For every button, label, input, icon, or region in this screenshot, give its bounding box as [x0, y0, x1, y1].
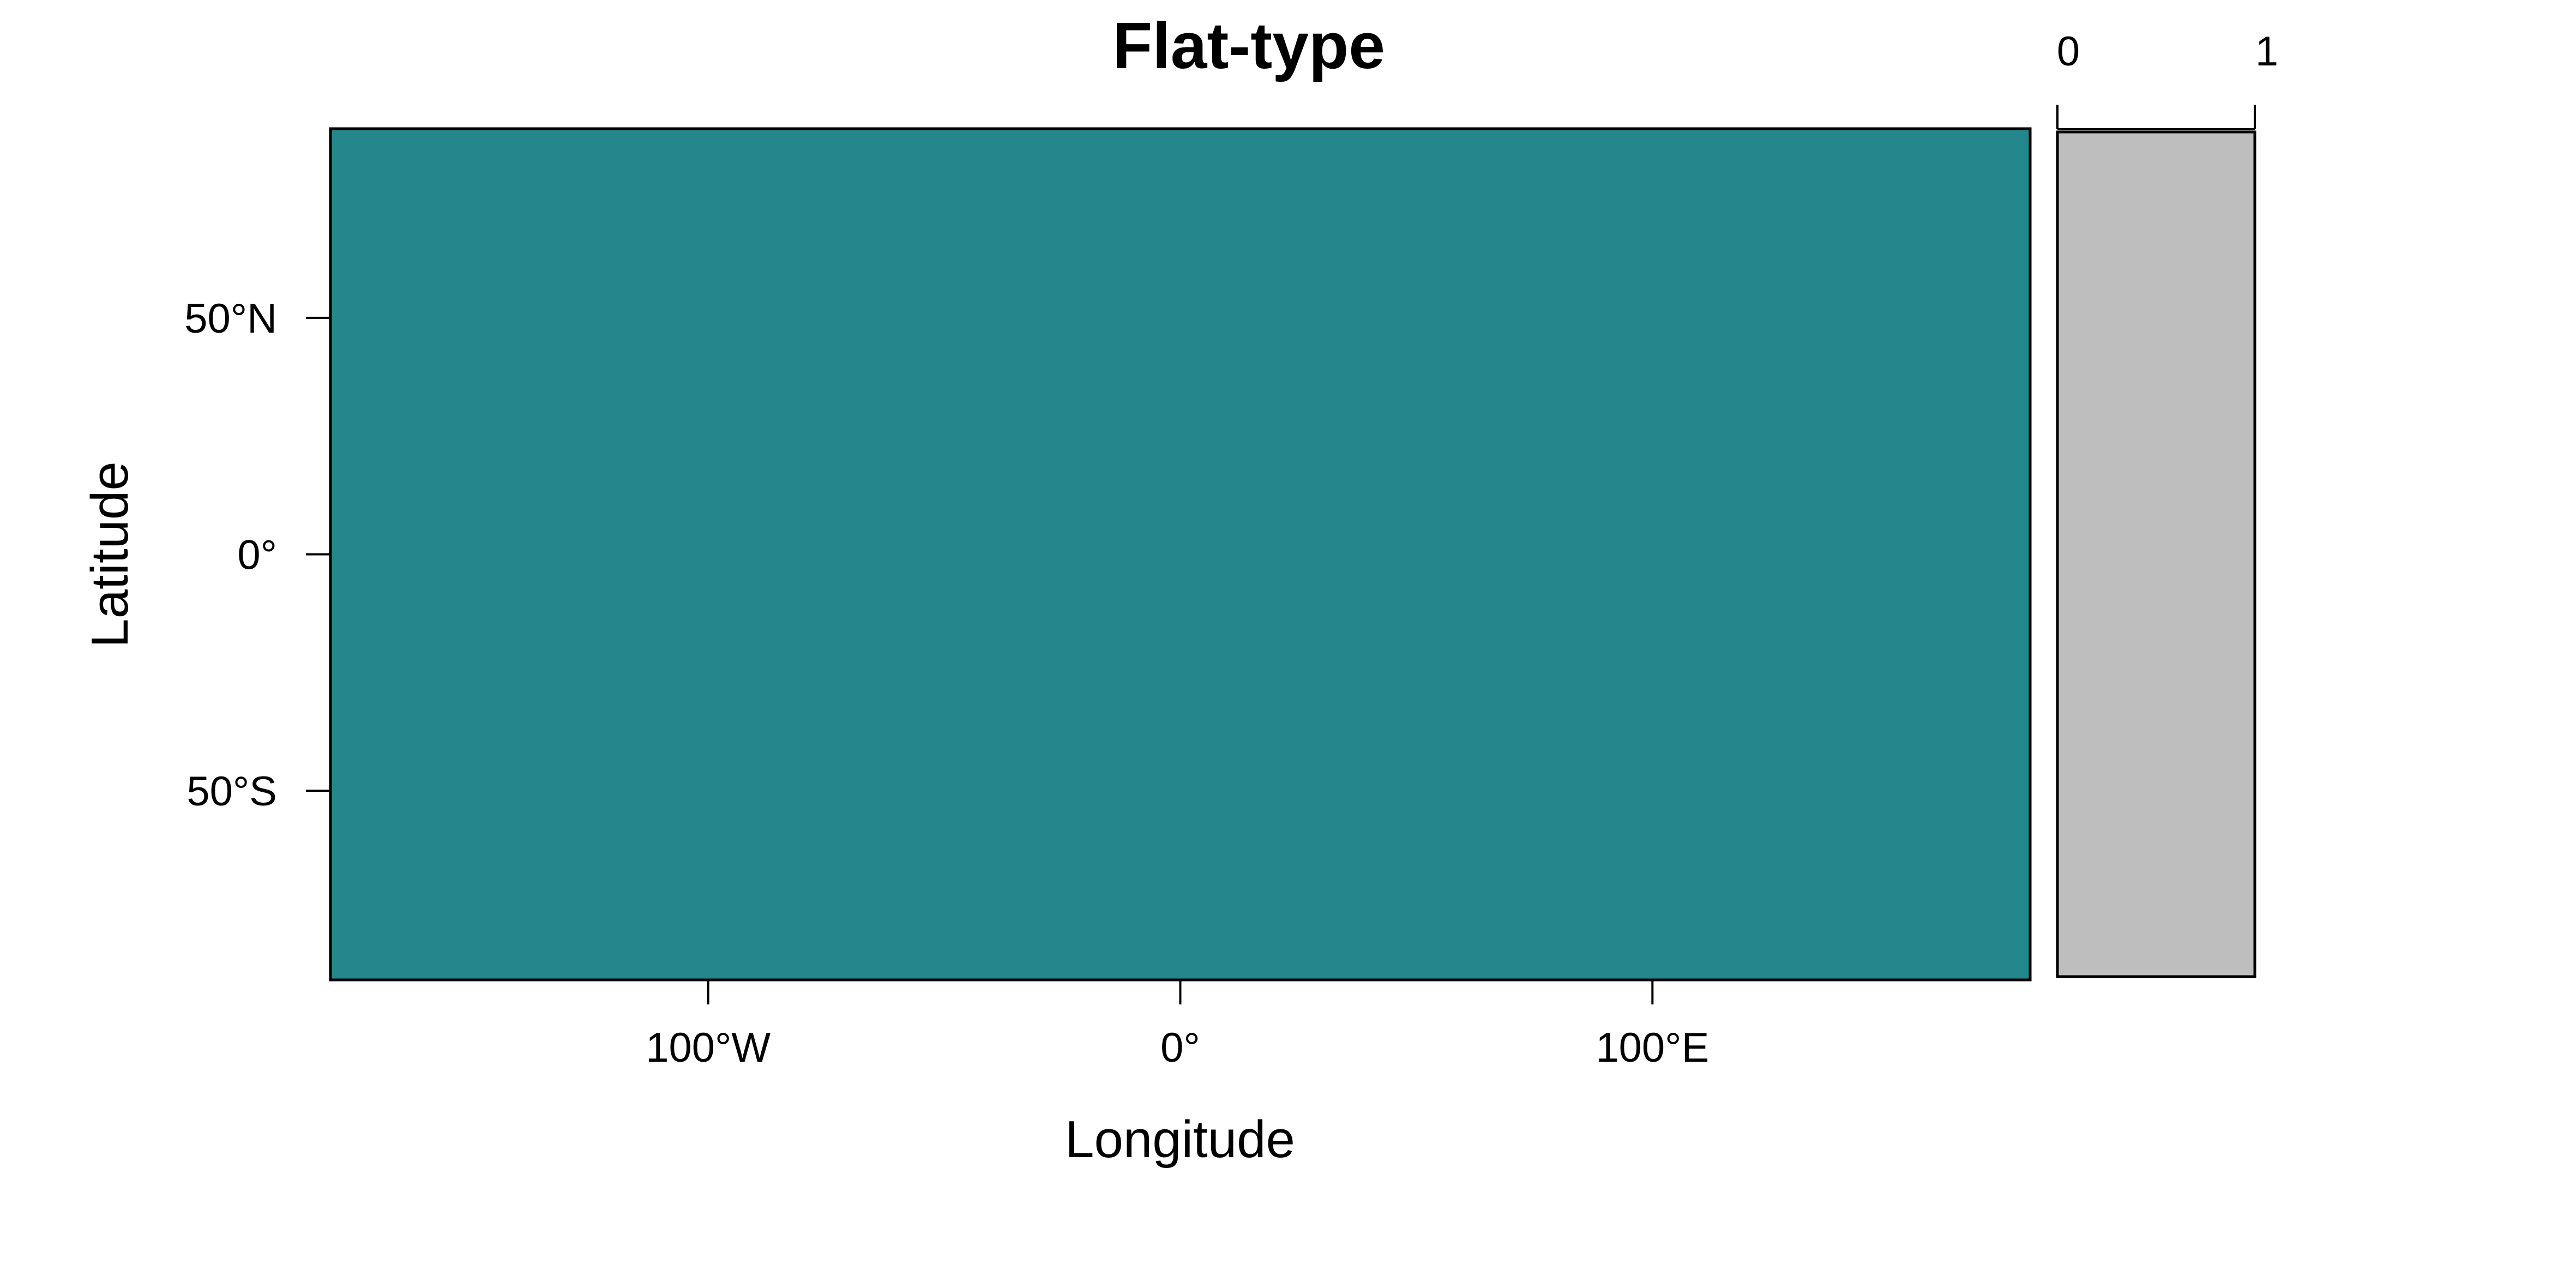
y-axis-title: Latitude [81, 461, 139, 648]
y-axis: 50°N 0° 50°S [184, 296, 330, 815]
legend-tick-label: 0 [2057, 28, 2080, 75]
x-tick-label: 100°W [646, 1025, 771, 1071]
x-axis: 100°W 0° 100°E [646, 980, 1709, 1071]
y-tick-label: 50°S [186, 768, 277, 815]
y-tick-label: 0° [237, 532, 277, 579]
x-axis-title: Longitude [1065, 1110, 1295, 1169]
legend-color-bar [2056, 130, 2256, 978]
legend-tick-label: 1 [2255, 28, 2278, 75]
y-tick-label: 50°N [184, 296, 277, 342]
chart-title: Flat-type [1112, 9, 1385, 82]
x-tick-label: 100°E [1596, 1025, 1709, 1071]
map-field [330, 129, 2030, 980]
x-tick-label: 0° [1160, 1025, 1200, 1071]
